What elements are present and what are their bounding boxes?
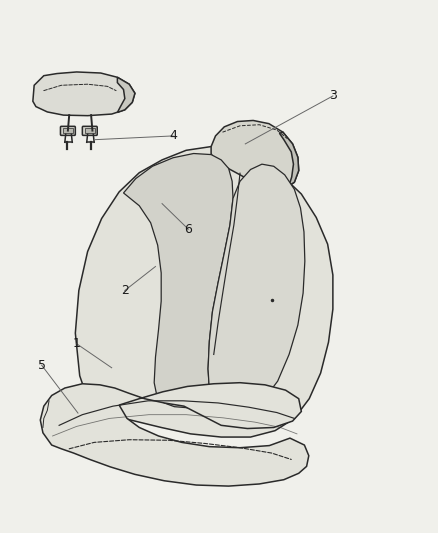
FancyBboxPatch shape — [63, 128, 73, 133]
Polygon shape — [117, 77, 135, 112]
Text: 4: 4 — [169, 130, 177, 142]
Polygon shape — [279, 132, 299, 185]
Text: 1: 1 — [73, 337, 81, 350]
Polygon shape — [33, 72, 135, 116]
Text: 3: 3 — [329, 90, 337, 102]
Text: 2: 2 — [121, 284, 129, 297]
Text: 5: 5 — [38, 359, 46, 372]
Polygon shape — [124, 154, 233, 408]
Polygon shape — [208, 164, 305, 425]
Polygon shape — [40, 383, 309, 486]
Polygon shape — [211, 120, 299, 190]
Polygon shape — [75, 147, 333, 437]
Text: 6: 6 — [184, 223, 192, 236]
FancyBboxPatch shape — [85, 128, 95, 133]
FancyBboxPatch shape — [60, 126, 75, 135]
FancyBboxPatch shape — [82, 126, 97, 135]
